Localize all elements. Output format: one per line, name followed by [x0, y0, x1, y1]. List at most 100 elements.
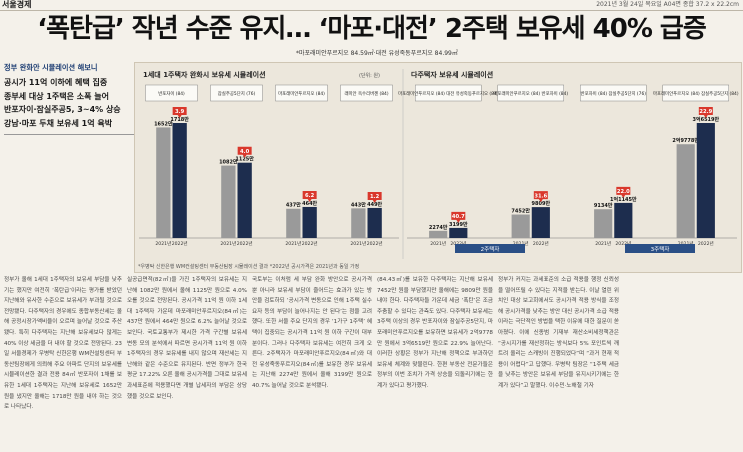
category-label: 마포래미안푸르지오 (84) 잠실주공5단지 (84) [653, 90, 739, 97]
deck-line: 반포자이·잠실주공5, 3~4% 상승 [4, 105, 121, 114]
bar-value-label: 7452만 [511, 208, 530, 215]
deck-line: 강남·마포 두채 보유세 1억 육박 [4, 118, 113, 128]
chart-source-text: *우병탁 신한은행 WM컨설팅센터 부동산팀장 시뮬레이션 결과 [138, 264, 269, 270]
headline: ‘폭탄급’ 작년 수준 유지… ‘마포·대전’ 2주택 보유세 40% 급증 [37, 14, 707, 44]
year-tick-label: 2022년 [698, 240, 714, 247]
bar-2022 [696, 123, 715, 238]
headline-note: *마포래미안푸르지오 84.59㎡·대전 유성죽동푸르지오 84.99㎡ [296, 50, 458, 57]
bar-value-label: 449만 [367, 201, 382, 208]
badge-2house [455, 244, 525, 253]
year-tick-label: 2022년 [450, 240, 466, 247]
year-tick-label: 2021년 [513, 240, 529, 247]
deck-line: 종부세 대상 1주택은 소폭 늘어 [4, 91, 110, 101]
category-label: 반포자이 (84) [158, 90, 185, 97]
growth-label: 6.2 [305, 193, 315, 199]
growth-marker [172, 107, 187, 118]
bar-2022 [237, 162, 252, 238]
growth-label: 22.9 [699, 109, 712, 115]
deck-lead: 정부 완화안 시뮬레이션 해보니 [4, 63, 98, 72]
issue-info: 2021년 3월 24일 목요일 A04면 종합 37.2 x 22.2cm [596, 1, 739, 8]
category-label: 반포자이 (84) 잠실주공5단지 (76) [581, 90, 647, 97]
year-tick-label: 2022년 [302, 240, 318, 247]
bar-2021 [676, 144, 695, 238]
bar-value-label: 1718만 [170, 116, 189, 123]
article-column-2: 실공급면적(82㎡)을 가진 1주택자의 보유세는 지난해 1082만 원에서 … [127, 277, 247, 400]
category-label: 마포래미안푸르지오 (84) 반포자이 (84) [493, 90, 568, 97]
growth-marker [367, 191, 382, 203]
category-tag [275, 84, 328, 102]
bar-value-label: 1652만 [154, 120, 173, 127]
growth-label: 3.9 [175, 109, 185, 115]
category-tag [210, 84, 263, 102]
masthead: 서울경제 2021년 3월 24일 목요일 A04면 종합 37.2 x 22.… [0, 0, 743, 11]
growth-label: 31.6 [534, 193, 547, 199]
bar-2022 [449, 227, 468, 238]
bar-2021 [429, 230, 448, 238]
chart-canvas: 1세대 1주택자 완화시 보유세 시뮬레이션 (단위: 원) 반포자이 (84) 16… [139, 69, 739, 259]
category-tag [580, 84, 647, 102]
bar-value-label: 3억6519만 [693, 116, 720, 123]
bar-value-label: 443만 [351, 201, 366, 208]
article-column-4: (84.43㎡)를 보유한 다주택자는 지난해 보유세 7452만 원을 부담했… [377, 277, 493, 389]
bar-value-label: 1125만 [235, 156, 254, 163]
bar-2021 [511, 214, 530, 238]
year-tick-label: 2022년 [237, 240, 253, 247]
category-label: 마포래미안푸르지오 (84) 대전 유성죽동푸르지오 (84) [398, 90, 499, 97]
category-tag [415, 84, 482, 102]
bar-2021 [156, 127, 171, 238]
category-label: 마포래미안푸르지오 (84) [278, 90, 325, 97]
bar-2021 [286, 208, 301, 238]
growth-label: 40.7 [452, 214, 465, 220]
bar-2022 [172, 123, 187, 238]
article-column-1: 정부가 올해 1세대 1주택자의 보유세 부담을 낮추기는 했지만 여전히 ‘폭… [4, 277, 122, 411]
category-tag [497, 84, 564, 102]
bar-value-label: 1억1145만 [610, 196, 637, 203]
chart-source: *우병탁 신한은행 WM컨설팅센터 부동산팀장 시뮬레이션 결과 *2022년 … [138, 263, 359, 270]
chart-title-single-home: 1세대 1주택자 완화시 보유세 시뮬레이션 [143, 70, 266, 79]
bar-2021 [221, 165, 236, 238]
bar-value-label: 464만 [302, 200, 317, 207]
category-tag [145, 84, 198, 102]
year-tick-label: 2021년 [595, 240, 611, 247]
growth-marker [616, 186, 631, 198]
bar-2021 [594, 209, 613, 238]
year-tick-label: 2021년 [350, 240, 366, 247]
deck-column: 정부 완화안 시뮬레이션 해보니 공시가 11억 이하에 혜택 집중 종부세 대… [4, 63, 134, 452]
growth-marker [302, 190, 317, 202]
year-tick-label: 2021년 [678, 240, 694, 247]
year-tick-label: 2022년 [172, 240, 188, 247]
bar-2022 [614, 202, 633, 238]
category-label: 잠실주공5단지 (76) [218, 90, 256, 97]
badge-3house [625, 244, 695, 253]
year-tick-label: 2021년 [155, 240, 171, 247]
chart-note-text: *2022년 공시가격은 2021년과 동일 가정 [269, 264, 360, 270]
bar-2022 [531, 207, 550, 238]
growth-label: 22.0 [617, 189, 630, 195]
badge-3house-label: 3주택자 [651, 245, 670, 253]
infographic: 1세대 1주택자 완화시 보유세 시뮬레이션 (단위: 원) 반포자이 (84) 16… [134, 62, 742, 273]
bar-value-label: 9134만 [594, 202, 613, 209]
year-tick-label: 2021년 [430, 240, 446, 247]
bar-2021 [351, 208, 366, 238]
category-tag [340, 84, 393, 102]
year-tick-label: 2021년 [220, 240, 236, 247]
growth-marker [533, 191, 548, 203]
growth-marker [237, 146, 252, 158]
chart-unit: (단위: 원) [359, 72, 380, 79]
bar-value-label: 437만 [286, 202, 301, 209]
growth-marker [451, 211, 466, 223]
growth-label: 1.2 [370, 194, 380, 200]
year-tick-label: 2022년 [533, 240, 549, 247]
bar-value-label: 3199만 [449, 221, 468, 228]
bar-2022 [302, 206, 317, 238]
bar-value-label: 2억9778만 [672, 137, 699, 144]
article-column-5: 정부가 커지는 과세표준의 소급 적용을 행정 신뢰성을 떨어뜨릴 수 있다는 … [498, 277, 619, 389]
year-tick-label: 2022년 [615, 240, 631, 247]
deck-divider [4, 134, 134, 135]
category-tag [662, 84, 729, 102]
chart-title-multi-home: 다주택자 보유세 시뮬레이션 [411, 70, 493, 79]
bar-value-label: 1082만 [219, 159, 238, 166]
bar-value-label: 9809만 [532, 200, 551, 207]
growth-label: 4.0 [240, 149, 250, 155]
growth-marker [698, 107, 713, 118]
